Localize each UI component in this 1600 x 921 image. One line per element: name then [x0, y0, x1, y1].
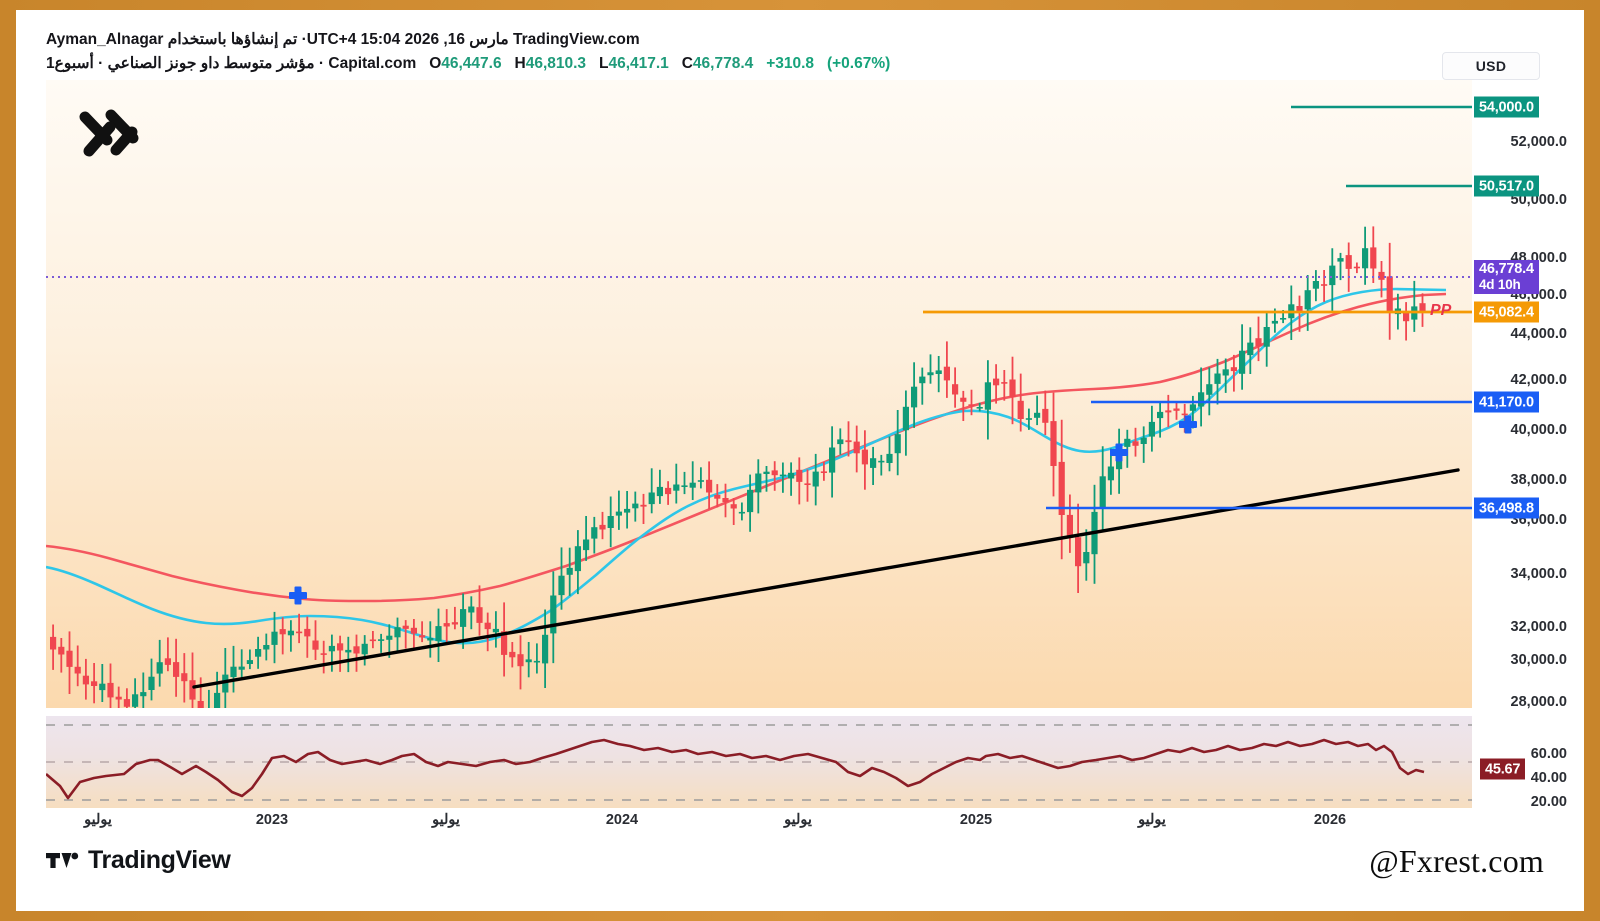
open-value: 46,447.6: [441, 55, 502, 72]
badge-countdown: 4d 10h: [1479, 276, 1521, 292]
rsi-line: [46, 738, 1425, 800]
uptrend-trendline: [192, 468, 1460, 689]
support-41170-badge[interactable]: 41,170.0: [1474, 391, 1539, 413]
price-tick: 28,000.0: [1510, 694, 1567, 710]
fxrest-watermark: @Fxrest.com: [1369, 843, 1544, 879]
high-value: 46,810.3: [525, 55, 587, 72]
chart-container: 52,000.0 50,000.0 48,000.0 46,000.0 44,000.0…: [30, 80, 1570, 840]
price-tick: 40,000.0: [1510, 422, 1567, 438]
currency-button[interactable]: USD: [1442, 52, 1540, 80]
price-tick: 30,000.0: [1510, 652, 1567, 668]
rsi-plot-area[interactable]: [46, 716, 1472, 808]
tradingview-mark-icon: [46, 852, 79, 868]
resistance-54000-badge[interactable]: 54,000.0: [1474, 96, 1539, 118]
price-tick: 42,000.0: [1510, 372, 1567, 388]
tradingview-source-label: TradingView.com: [513, 31, 640, 48]
rsi-chart-svg: [46, 724, 1472, 801]
rsi-value-badge[interactable]: 45.67: [1480, 758, 1526, 780]
open-key: O: [429, 55, 442, 72]
exchange-label: Capital.com: [328, 55, 417, 72]
badge-value: 41,170.0: [1479, 394, 1534, 410]
last-price-46778-badge[interactable]: 46,778.4 4d 10h: [1474, 260, 1539, 294]
change-value: +310.8: [766, 55, 815, 72]
time-tick: 2025: [959, 812, 993, 828]
close-value: 46,778.4: [692, 55, 754, 72]
ma-cross-marker-1: [289, 586, 307, 605]
rsi-tick: 20.00: [1530, 794, 1567, 810]
price-tick: 44,000.0: [1510, 326, 1567, 342]
low-value: 46,417.1: [608, 55, 669, 72]
rsi-tick: 60.00: [1530, 746, 1567, 762]
price-tick: 52,000.0: [1510, 134, 1567, 150]
datetime-label: مارس 16, 2026 15:04: [360, 31, 509, 48]
sep-2: ·: [318, 55, 325, 72]
price-axis[interactable]: 52,000.0 50,000.0 48,000.0 46,000.0 44,000.0…: [1472, 80, 1570, 808]
rsi-axis[interactable]: 60.00 40.00 20.00 45.67: [1472, 716, 1570, 810]
low-key: L: [598, 55, 609, 72]
high-key: H: [514, 55, 526, 72]
panel-divider: [46, 708, 1472, 716]
price-chart-svg: [46, 105, 1472, 708]
candlestick-series: [50, 226, 1426, 708]
time-tick: يوليو: [784, 812, 812, 828]
pivot-pp-label: PP: [1430, 302, 1452, 319]
ma-cross-marker-2: [1110, 443, 1128, 462]
resistance-50517-badge[interactable]: 50,517.0: [1474, 175, 1539, 197]
close-key: C: [681, 55, 693, 72]
ma-slow-line: [46, 292, 1447, 603]
pivot-45082-badge[interactable]: 45,082.4: [1474, 301, 1539, 323]
ma-fast-line: [46, 287, 1447, 645]
badge-value: 46,778.4: [1479, 261, 1534, 278]
timezone-label: UTC+4: [306, 31, 357, 48]
change-percent-value: (+0.67%): [826, 55, 891, 72]
tradingview-label: TradingView: [88, 846, 231, 874]
support-36498-badge[interactable]: 36,498.8: [1474, 497, 1539, 519]
time-tick: يوليو: [1138, 812, 1166, 828]
tradingview-logo[interactable]: TradingView: [46, 846, 231, 875]
ma-cross-marker-3: [1179, 415, 1197, 434]
badge-value: 36,498.8: [1479, 500, 1534, 516]
created-by-label: تم إنشاؤها باستخدام: [167, 31, 298, 48]
time-axis[interactable]: يوليو 2023 يوليو 2024 يوليو 2025 يوليو 2026: [46, 810, 1472, 840]
price-tick: 32,000.0: [1510, 619, 1567, 635]
chart-page: UTC+4 مارس 16, 2026 15:04 TradingView.co…: [16, 10, 1584, 911]
interval-label[interactable]: 1أسبوع: [46, 55, 94, 72]
time-tick: 2024: [605, 812, 639, 828]
badge-value: 45,082.4: [1479, 304, 1534, 320]
price-plot-area[interactable]: [46, 80, 1472, 708]
time-tick: 2026: [1313, 812, 1347, 828]
symbol-ohlc-line: 1أسبوع · مؤشر متوسط داو جونز الصناعي · C…: [46, 54, 890, 76]
time-tick: 2023: [255, 812, 289, 828]
time-tick: يوليو: [84, 812, 112, 828]
time-tick: يوليو: [432, 812, 460, 828]
author-label: Ayman_Alnagar: [46, 31, 164, 48]
chart-meta-line: UTC+4 مارس 16, 2026 15:04 TradingView.co…: [46, 30, 1246, 50]
badge-value: 54,000.0: [1479, 99, 1534, 115]
price-tick: 38,000.0: [1510, 472, 1567, 488]
price-tick: 34,000.0: [1510, 566, 1567, 582]
rsi-tick: 40.00: [1530, 770, 1567, 786]
meta-separator: ·: [301, 31, 307, 48]
symbol-name-label[interactable]: مؤشر متوسط داو جونز الصناعي: [107, 55, 315, 72]
sep-1: ·: [98, 55, 104, 72]
capital-logo-icon: [79, 109, 139, 157]
badge-value: 50,517.0: [1479, 178, 1534, 194]
